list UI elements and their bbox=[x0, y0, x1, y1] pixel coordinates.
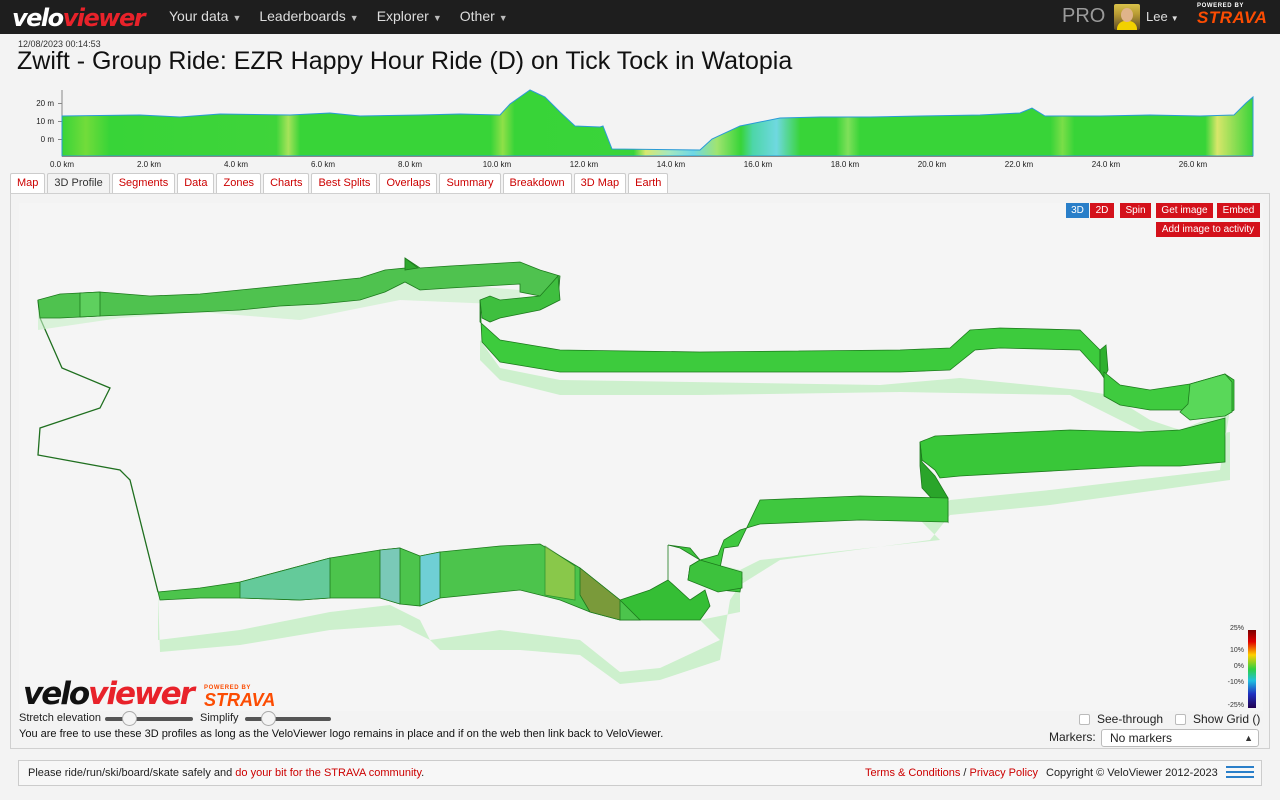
2d-view-button[interactable]: 2D bbox=[1090, 203, 1114, 218]
y-tick-label: 20 m bbox=[36, 99, 54, 108]
markers-select[interactable]: No markers ▲ bbox=[1101, 729, 1259, 747]
elevation-chart[interactable]: 20 m 10 m 0 m 0.0 km 2.0 km 4.0 km 6.0 k… bbox=[0, 84, 1280, 174]
menu-leaderboards[interactable]: Leaderboards ▼ bbox=[259, 8, 359, 24]
simplify-label: Simplify bbox=[200, 712, 239, 724]
x-tick-label: 0.0 km bbox=[50, 160, 74, 169]
x-tick-label: 26.0 km bbox=[1179, 160, 1208, 169]
footer-safety-text: Please ride/run/ski/board/skate safely a… bbox=[28, 767, 425, 779]
elevation-area bbox=[61, 89, 1254, 157]
x-tick-label: 6.0 km bbox=[311, 160, 335, 169]
top-navbar: veloviewer Your data ▼ Leaderboards ▼ Expl… bbox=[0, 0, 1280, 34]
legend-label: -10% bbox=[1227, 679, 1244, 686]
get-image-button[interactable]: Get image bbox=[1156, 203, 1213, 218]
menu-other[interactable]: Other ▼ bbox=[459, 8, 508, 24]
legend-label: 25% bbox=[1229, 625, 1244, 632]
x-tick-label: 14.0 km bbox=[657, 160, 686, 169]
tab-best-splits[interactable]: Best Splits bbox=[311, 173, 378, 194]
tab-overlaps[interactable]: Overlaps bbox=[379, 173, 438, 194]
show-grid-checkbox[interactable] bbox=[1175, 714, 1186, 725]
tab-segments[interactable]: Segments bbox=[111, 173, 176, 194]
legend-label: 10% bbox=[1229, 647, 1244, 654]
avatar[interactable] bbox=[1114, 4, 1140, 30]
y-tick-label: 0 m bbox=[41, 135, 55, 144]
tab-charts[interactable]: Charts bbox=[263, 173, 310, 194]
menu-explorer[interactable]: Explorer ▼ bbox=[376, 8, 442, 24]
x-tick-label: 18.0 km bbox=[831, 160, 860, 169]
elevation-x-axis: 0.0 km 2.0 km 4.0 km 6.0 km 8.0 km 10.0 … bbox=[50, 156, 1253, 169]
tab-breakdown[interactable]: Breakdown bbox=[502, 173, 572, 194]
3d-route-render[interactable] bbox=[19, 203, 1263, 711]
see-through-label: See-through bbox=[1097, 712, 1164, 726]
stretch-elevation-label: Stretch elevation bbox=[19, 712, 101, 724]
3d-view-button[interactable]: 3D bbox=[1066, 203, 1089, 218]
markers-label: Markers: bbox=[1049, 730, 1096, 744]
simplify-handle[interactable] bbox=[261, 711, 276, 726]
usage-note: You are free to use these 3D profiles as… bbox=[19, 728, 664, 740]
spin-button[interactable]: Spin bbox=[1120, 203, 1151, 218]
chevron-down-icon: ▼ bbox=[349, 13, 359, 23]
x-tick-label: 24.0 km bbox=[1092, 160, 1121, 169]
powered-by-strava-watermark[interactable]: POWERED BY STRAVA bbox=[204, 685, 276, 710]
footer: Please ride/run/ski/board/skate safely a… bbox=[18, 760, 1262, 786]
menu-icon[interactable] bbox=[1226, 766, 1254, 782]
show-grid-label: Show Grid () bbox=[1193, 712, 1261, 726]
tab-3d-map[interactable]: 3D Map bbox=[573, 173, 627, 194]
3d-profile-view[interactable] bbox=[19, 203, 1263, 711]
add-image-to-activity-button[interactable]: Add image to activity bbox=[1156, 222, 1260, 237]
y-tick-label: 10 m bbox=[36, 117, 54, 126]
privacy-link[interactable]: Privacy Policy bbox=[969, 767, 1039, 779]
footer-links: Terms & Conditions / Privacy Policy bbox=[865, 767, 1039, 779]
x-tick-label: 2.0 km bbox=[137, 160, 161, 169]
veloviewer-logo[interactable]: veloviewer bbox=[12, 4, 146, 32]
chevron-down-icon: ▼ bbox=[498, 13, 508, 23]
x-tick-label: 12.0 km bbox=[570, 160, 599, 169]
activity-tabs: Map 3D Profile Segments Data Zones Chart… bbox=[10, 173, 670, 194]
copyright: Copyright © VeloViewer 2012-2023 bbox=[1046, 767, 1218, 779]
user-menu[interactable]: Lee ▼ bbox=[1146, 9, 1179, 24]
powered-by-strava-logo[interactable]: POWERED BY STRAVA bbox=[1197, 3, 1268, 27]
x-tick-label: 16.0 km bbox=[744, 160, 773, 169]
tab-data[interactable]: Data bbox=[177, 173, 215, 194]
gradient-color-legend bbox=[1248, 630, 1256, 708]
route-ribbon bbox=[37, 257, 1235, 621]
x-tick-label: 20.0 km bbox=[918, 160, 947, 169]
pro-badge: PRO bbox=[1062, 5, 1106, 27]
chevron-down-icon: ▼ bbox=[1170, 14, 1179, 23]
stretch-elevation-slider[interactable] bbox=[105, 717, 193, 721]
route-outline bbox=[37, 299, 159, 593]
tab-earth[interactable]: Earth bbox=[628, 173, 669, 194]
menu-your-data[interactable]: Your data ▼ bbox=[169, 8, 242, 24]
x-tick-label: 4.0 km bbox=[224, 160, 248, 169]
see-through-checkbox[interactable] bbox=[1079, 714, 1090, 725]
activity-date: 12/08/2023 00:14:53 bbox=[18, 39, 101, 49]
simplify-slider[interactable] bbox=[245, 717, 331, 721]
embed-button[interactable]: Embed bbox=[1217, 203, 1260, 218]
tab-3d-profile[interactable]: 3D Profile bbox=[47, 173, 110, 194]
tab-summary[interactable]: Summary bbox=[439, 173, 501, 194]
chevron-down-icon: ▼ bbox=[232, 13, 242, 23]
legend-label: 0% bbox=[1233, 663, 1244, 670]
veloviewer-watermark-logo[interactable]: veloviewer bbox=[23, 676, 195, 712]
chevron-down-icon: ▼ bbox=[432, 13, 442, 23]
terms-link[interactable]: Terms & Conditions bbox=[865, 767, 961, 779]
page-title: Zwift - Group Ride: EZR Happy Hour Ride … bbox=[17, 47, 793, 75]
tab-map[interactable]: Map bbox=[10, 173, 46, 194]
x-tick-label: 8.0 km bbox=[398, 160, 422, 169]
legend-label: -25% bbox=[1227, 702, 1244, 709]
main-menu: Your data ▼ Leaderboards ▼ Explorer ▼ Other… bbox=[160, 0, 517, 34]
tab-zones[interactable]: Zones bbox=[216, 173, 262, 194]
x-tick-label: 10.0 km bbox=[483, 160, 512, 169]
elevation-y-axis: 20 m 10 m 0 m bbox=[36, 90, 63, 156]
select-arrows-icon: ▲ bbox=[1244, 733, 1253, 743]
stretch-elevation-handle[interactable] bbox=[122, 711, 137, 726]
strava-community-link[interactable]: do your bit for the STRAVA community bbox=[235, 767, 422, 779]
x-tick-label: 22.0 km bbox=[1005, 160, 1034, 169]
